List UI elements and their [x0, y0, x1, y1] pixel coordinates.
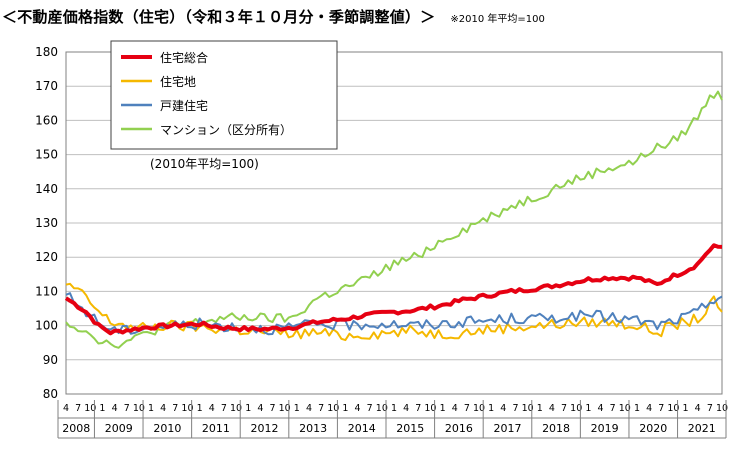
year-label: 2015 — [396, 422, 424, 435]
x-tick-label: 7 — [75, 403, 81, 414]
x-tick-label: 1 — [148, 403, 154, 414]
base-year-note: ※2010 年平均=100 — [450, 14, 545, 25]
x-tick-label: 7 — [269, 403, 275, 414]
y-tick-label: 150 — [35, 148, 58, 162]
x-tick-label: 7 — [561, 403, 567, 414]
chart-title: ＜不動産価格指数（住宅）（令和３年１０月分・季節調整値）＞ ※2010 年平均=… — [2, 6, 545, 27]
year-label: 2014 — [348, 422, 376, 435]
x-tick-label: 4 — [549, 403, 555, 414]
x-tick-label: 7 — [172, 403, 178, 414]
x-tick-label: 10 — [667, 403, 679, 414]
x-tick-label: 1 — [391, 403, 397, 414]
x-tick-label: 1 — [683, 403, 689, 414]
x-tick-label: 4 — [355, 403, 361, 414]
x-tick-label: 7 — [512, 403, 518, 414]
year-label: 2020 — [639, 422, 667, 435]
x-tick-label: 10 — [522, 403, 534, 414]
year-label: 2009 — [105, 422, 133, 435]
base-annotation: (2010年平均=100) — [150, 157, 259, 171]
y-tick-label: 180 — [35, 45, 58, 59]
x-tick-label: 10 — [376, 403, 388, 414]
x-tick-label: 4 — [257, 403, 263, 414]
series-line — [64, 243, 723, 336]
x-tick-label: 7 — [464, 403, 470, 414]
y-tick-label: 90 — [43, 353, 58, 367]
x-tick-label: 7 — [610, 403, 616, 414]
x-tick-label: 4 — [160, 403, 166, 414]
legend-label: マンション（区分所有） — [160, 123, 292, 137]
x-tick-label: 4 — [646, 403, 652, 414]
y-tick-label: 120 — [35, 250, 58, 264]
x-tick-label: 1 — [342, 403, 348, 414]
series-lines — [64, 90, 723, 349]
x-tick-label: 10 — [181, 403, 193, 414]
year-label: 2021 — [688, 422, 716, 435]
x-tick-label: 4 — [306, 403, 312, 414]
x-tick-label: 7 — [415, 403, 421, 414]
year-label: 2010 — [153, 422, 181, 435]
y-axis: 80 90 100 110 120 130 140 150 160 170 180 — [35, 45, 58, 401]
x-tick-label: 10 — [570, 403, 582, 414]
x-tick-label: 10 — [84, 403, 96, 414]
x-tick-label: 10 — [230, 403, 242, 414]
year-label: 2017 — [493, 422, 521, 435]
year-label: 2019 — [591, 422, 619, 435]
year-label: 2016 — [445, 422, 473, 435]
legend-label: 住宅地 — [160, 74, 196, 89]
y-tick-label: 100 — [35, 319, 58, 333]
x-tick-label: 4 — [695, 403, 701, 414]
y-tick-label: 110 — [35, 284, 58, 298]
year-label: 2011 — [202, 422, 230, 435]
legend-label: 戸建住宅 — [160, 98, 208, 113]
x-tick-label: 10 — [716, 403, 728, 414]
x-tick-label: 4 — [452, 403, 458, 414]
x-tick-label: 4 — [500, 403, 506, 414]
series-line — [65, 292, 723, 336]
x-tick-label: 7 — [318, 403, 324, 414]
x-tick-label: 1 — [197, 403, 203, 414]
x-axis: 4 7 10 1 4 7 10 1 4 7 10 1 4 7 10 1 4 7 10 1 4 7 10 1 4 7 10 1 4 7 10 1… — [57, 400, 728, 439]
year-label: 2018 — [542, 422, 570, 435]
year-label: 2012 — [251, 422, 279, 435]
year-label: 2008 — [62, 422, 90, 435]
x-tick-label: 10 — [327, 403, 339, 414]
x-tick-label: 4 — [597, 403, 603, 414]
y-tick-label: 80 — [43, 387, 58, 401]
x-tick-label: 4 — [112, 403, 118, 414]
x-tick-label: 1 — [585, 403, 591, 414]
x-tick-label: 10 — [619, 403, 631, 414]
x-tick-label: 4 — [403, 403, 409, 414]
x-tick-label: 1 — [294, 403, 300, 414]
y-tick-label: 140 — [35, 182, 58, 196]
x-tick-label: 10 — [473, 403, 485, 414]
y-tick-label: 130 — [35, 216, 58, 230]
x-tick-label: 7 — [221, 403, 227, 414]
x-tick-label: 4 — [209, 403, 215, 414]
x-tick-label: 1 — [537, 403, 543, 414]
y-tick-label: 170 — [35, 79, 58, 93]
chart-title-text: ＜不動産価格指数（住宅）（令和３年１０月分・季節調整値）＞ — [2, 8, 436, 26]
x-tick-label: 7 — [124, 403, 130, 414]
x-tick-label: 7 — [707, 403, 713, 414]
year-label: 2013 — [299, 422, 327, 435]
x-tick-label: 10 — [279, 403, 291, 414]
x-tick-label: 7 — [367, 403, 373, 414]
x-tick-label: 10 — [133, 403, 145, 414]
legend-label: 住宅総合 — [160, 50, 208, 65]
x-tick-label: 10 — [424, 403, 436, 414]
x-tick-label: 1 — [634, 403, 640, 414]
x-tick-label: 1 — [99, 403, 105, 414]
x-tick-label: 4 — [63, 403, 69, 414]
x-tick-label: 1 — [245, 403, 251, 414]
plot-area — [65, 51, 723, 395]
x-tick-label: 1 — [440, 403, 446, 414]
y-tick-label: 160 — [35, 113, 58, 127]
x-tick-label: 1 — [488, 403, 494, 414]
x-tick-label: 7 — [658, 403, 664, 414]
